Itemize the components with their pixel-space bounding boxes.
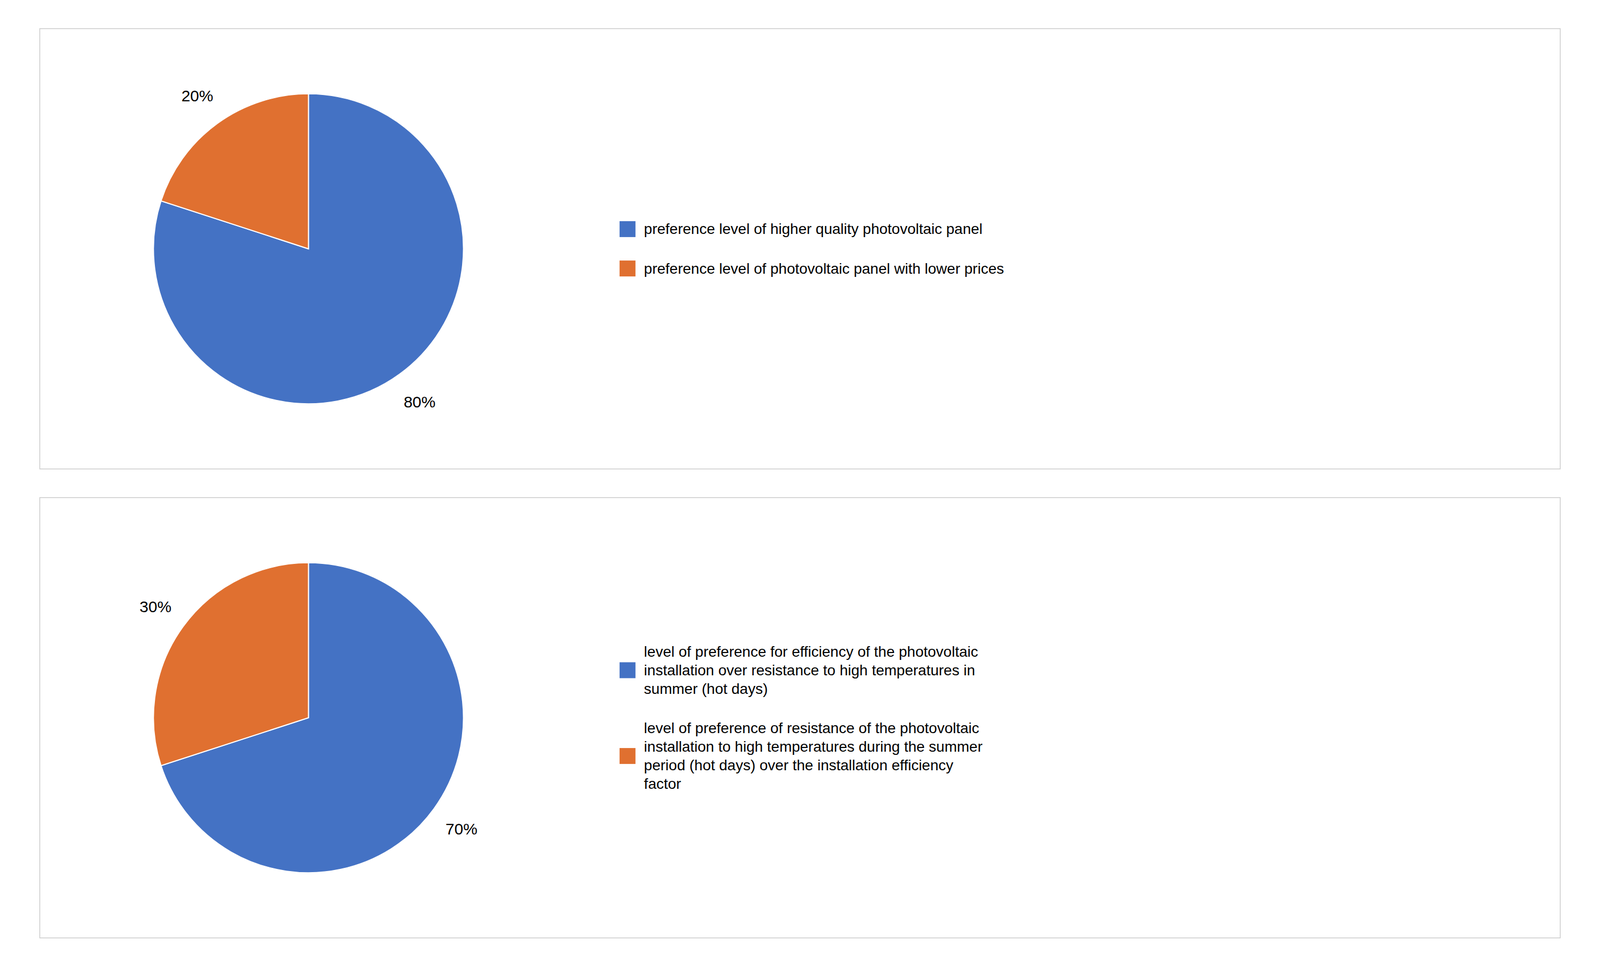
- legend: level of preference for efficiency of th…: [619, 643, 983, 793]
- pie-slice: [161, 93, 309, 249]
- pie: 80% 20%: [153, 87, 464, 411]
- chart-panel: 80% 20% preference level of higher quality…: [39, 28, 1561, 469]
- legend-label: preference level of higher quality photo…: [644, 220, 983, 238]
- chart-panel: 70% 30% level of preference for efficiency…: [39, 497, 1561, 938]
- legend-swatch: [619, 748, 636, 764]
- legend-item: preference level of photovoltaic panel w…: [619, 260, 1005, 277]
- pie: 70% 30%: [139, 562, 478, 873]
- legend: preference level of higher quality photo…: [619, 220, 1005, 277]
- legend-item: preference level of higher quality photo…: [619, 220, 983, 238]
- data-label: 80%: [403, 393, 436, 411]
- legend-swatch: [619, 662, 636, 678]
- legend-item: level of preference for efficiency of th…: [619, 643, 979, 698]
- legend-label: preference level of photovoltaic panel w…: [644, 260, 1005, 277]
- pie-slice: [153, 562, 309, 766]
- data-label: 70%: [445, 820, 478, 838]
- legend-swatch: [619, 260, 636, 277]
- legend-label: level of preference of resistance of the…: [644, 719, 983, 793]
- panel-border: [39, 497, 1561, 938]
- data-label: 30%: [139, 597, 172, 616]
- legend-label: level of preference for efficiency of th…: [644, 643, 979, 698]
- pie-slice: [153, 93, 464, 404]
- panel-border: [39, 28, 1561, 469]
- chart-canvas: 80% 20% preference level of higher quality…: [0, 0, 1600, 957]
- legend-item: level of preference of resistance of the…: [619, 719, 983, 793]
- data-label: 20%: [181, 87, 214, 105]
- legend-swatch: [619, 221, 636, 238]
